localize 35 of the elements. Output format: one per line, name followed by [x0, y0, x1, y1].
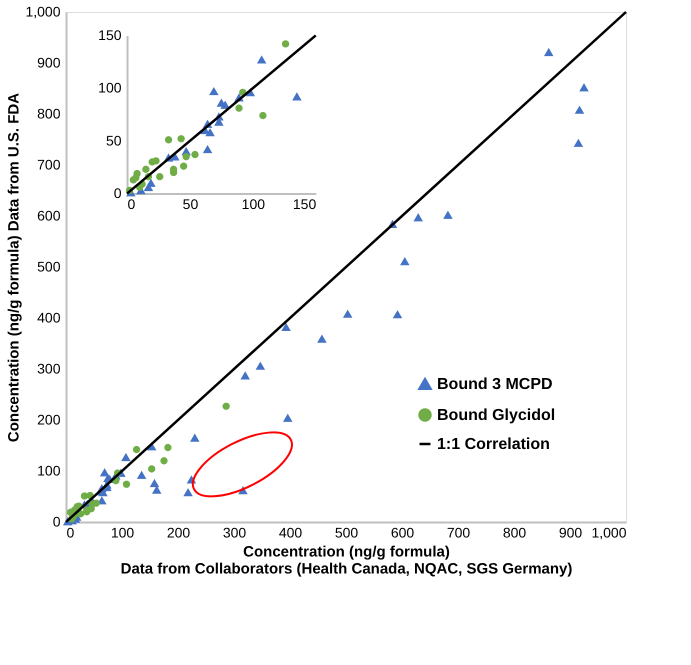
x-tick-label: 1,000 [591, 524, 627, 540]
x-tick-label: 900 [558, 524, 582, 540]
x-tick-label: 500 [334, 524, 358, 540]
x-tick-label: 150 [292, 196, 316, 212]
y-tick-label: 700 [37, 156, 61, 172]
x-tick-label: 200 [166, 524, 190, 540]
y-tick-label: 1,000 [25, 4, 61, 20]
x-tick-label: 100 [242, 196, 266, 212]
legend-label: Bound 3 MCPD [437, 376, 553, 393]
y-axis-title: Concentration (ng/g formula) Data from U.S. FDA [5, 92, 22, 442]
x-axis-title: Concentration (ng/g formula) [243, 544, 450, 560]
x-tick-label: 0 [128, 196, 136, 212]
legend-label: Bound Glycidol [437, 407, 556, 424]
legend-label: 1:1 Correlation [437, 436, 550, 453]
y-tick-label: 150 [98, 26, 122, 43]
y-tick-label: 0 [52, 514, 61, 530]
y-tick-label: 400 [37, 310, 61, 326]
y-tick-label: 500 [37, 258, 61, 274]
y-tick-label: 100 [37, 462, 61, 478]
y-tick-label: 50 [106, 132, 122, 148]
x-tick-label: 700 [446, 524, 470, 540]
x-tick-label: 0 [66, 524, 74, 540]
y-tick-label: 800 [37, 106, 61, 122]
x-tick-label: 50 [182, 196, 198, 212]
x-tick-label: 600 [390, 524, 414, 540]
y-tick-label: 300 [37, 360, 61, 376]
y-tick-label: 200 [37, 412, 61, 428]
text: Data from Collaborators (Health Canada, NQAC, SGS Germany) [120, 560, 572, 578]
x-tick-label: 800 [502, 524, 526, 540]
y-tick-label: 0 [114, 185, 122, 202]
x-tick-label: 300 [222, 524, 246, 540]
x-tick-label: 400 [278, 524, 302, 540]
y-tick-label: 900 [37, 54, 61, 70]
y-tick-label: 100 [98, 80, 122, 96]
y-tick-label: 600 [37, 208, 61, 224]
